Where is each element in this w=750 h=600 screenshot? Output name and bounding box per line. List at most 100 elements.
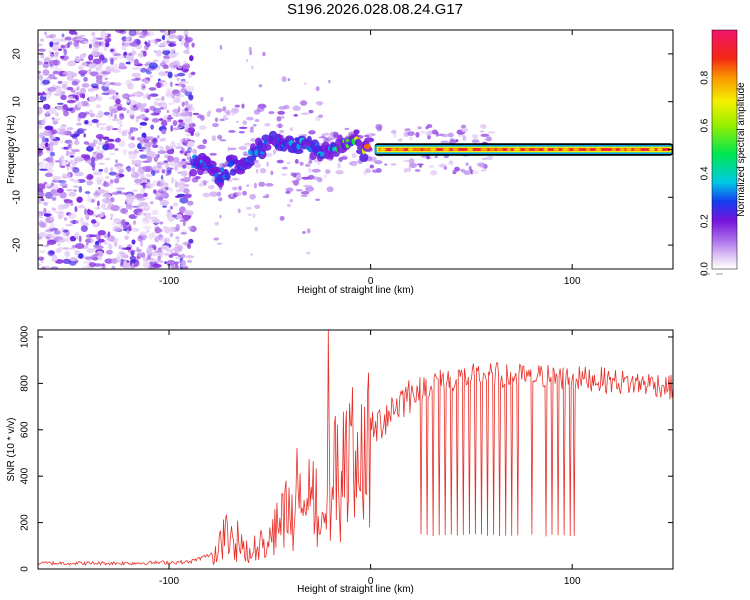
colorbar-swatch: [712, 49, 737, 53]
noise-speck: [110, 108, 119, 114]
noise-speck: [84, 208, 87, 216]
colorbar-swatch: [712, 93, 737, 97]
noise-speck: [66, 166, 70, 171]
colorbar-swatch: [712, 85, 737, 89]
noise-speck: [38, 70, 42, 74]
noise-speck: [100, 211, 105, 216]
noise-speck: [62, 185, 69, 188]
noise-speck: [140, 252, 146, 258]
noise-speck: [56, 247, 61, 254]
noise-speck: [110, 69, 114, 73]
noise-speck: [142, 50, 147, 57]
noise-speck: [159, 42, 165, 47]
noise-speck: [144, 41, 148, 45]
noise-speck: [122, 148, 128, 156]
colorbar-swatch: [712, 129, 737, 133]
noise-speck: [197, 144, 206, 150]
noise-speck: [166, 249, 171, 252]
noise-speck: [174, 165, 178, 172]
noise-speck: [85, 160, 92, 164]
colorbar-swatch: [712, 205, 737, 208]
noise-speck: [172, 156, 180, 163]
noise-speck: [231, 186, 238, 191]
noise-speck: [144, 142, 149, 147]
noise-speck: [88, 109, 93, 114]
y-tick-label: 20: [12, 48, 23, 60]
noise-speck: [95, 66, 100, 72]
noise-speck: [62, 247, 69, 250]
noise-speck: [145, 173, 153, 178]
noise-speck: [81, 83, 90, 88]
noise-speck: [66, 41, 71, 48]
noise-speck: [77, 38, 84, 41]
noise-speck: [90, 254, 98, 261]
band-red: [378, 148, 670, 151]
noise-speck: [85, 213, 90, 221]
noise-speck: [68, 247, 77, 250]
noise-speck: [90, 156, 96, 163]
colorbar-swatch: [712, 121, 737, 125]
noise-speck: [180, 81, 190, 84]
noise-speck: [198, 114, 203, 118]
noise-speck: [147, 182, 151, 185]
noise-speck: [179, 112, 188, 117]
noise-speck: [167, 42, 177, 47]
noise-speck: [79, 128, 88, 131]
noise-speck: [238, 146, 248, 150]
noise-speck: [39, 161, 45, 165]
noise-speck: [179, 150, 184, 154]
noise-speck: [166, 117, 174, 120]
noise-speck: [151, 232, 156, 237]
noise-speck: [125, 99, 130, 103]
noise-speck: [127, 249, 136, 253]
noise-speck: [93, 246, 99, 251]
noise-speck: [172, 89, 181, 97]
colorbar-swatch: [712, 265, 737, 268]
noise-speck: [185, 210, 194, 216]
noise-speck: [176, 239, 180, 243]
noise-speck: [182, 220, 186, 227]
colorbar-swatch: [712, 135, 737, 139]
noise-speck: [47, 107, 57, 115]
noise-speck: [213, 237, 220, 241]
noise-speck: [92, 39, 95, 47]
noise-speck: [170, 265, 180, 269]
colorbar-swatch: [712, 229, 737, 232]
noise-speck: [88, 43, 92, 49]
noise-speck: [173, 178, 177, 182]
noise-speck: [323, 132, 330, 136]
noise-speck: [393, 133, 397, 138]
noise-speck: [336, 162, 342, 169]
noise-speck: [95, 133, 104, 140]
noise-speck: [45, 168, 54, 173]
noise-speck: [66, 86, 74, 91]
noise-speck: [73, 140, 80, 146]
colorbar-swatch: [712, 91, 737, 95]
band-fleck: [543, 148, 549, 151]
noise-speck: [159, 236, 168, 243]
noise-speck: [54, 160, 61, 163]
noise-speck: [113, 82, 122, 87]
noise-speck: [209, 191, 218, 197]
colorbar-swatch: [712, 57, 737, 61]
noise-speck: [129, 255, 137, 261]
noise-speck: [166, 167, 172, 173]
noise-speck: [45, 111, 49, 116]
colorbar-tick-label: 0.0: [700, 262, 711, 276]
noise-speck: [177, 182, 185, 189]
noise-speck: [109, 213, 114, 218]
noise-speck: [76, 122, 82, 126]
noise-speck: [162, 245, 170, 251]
band-fleck: [396, 148, 405, 151]
noise-speck: [365, 168, 371, 174]
noise-speck: [44, 191, 53, 199]
noise-speck: [83, 141, 90, 145]
noise-speck: [112, 127, 119, 131]
noise-speck: [116, 190, 122, 194]
noise-speck: [293, 179, 299, 186]
colorbar-swatch: [712, 191, 737, 194]
noise-speck: [110, 217, 113, 220]
noise-speck: [461, 127, 469, 133]
noise-speck: [175, 262, 178, 268]
noise-speck: [107, 231, 111, 238]
